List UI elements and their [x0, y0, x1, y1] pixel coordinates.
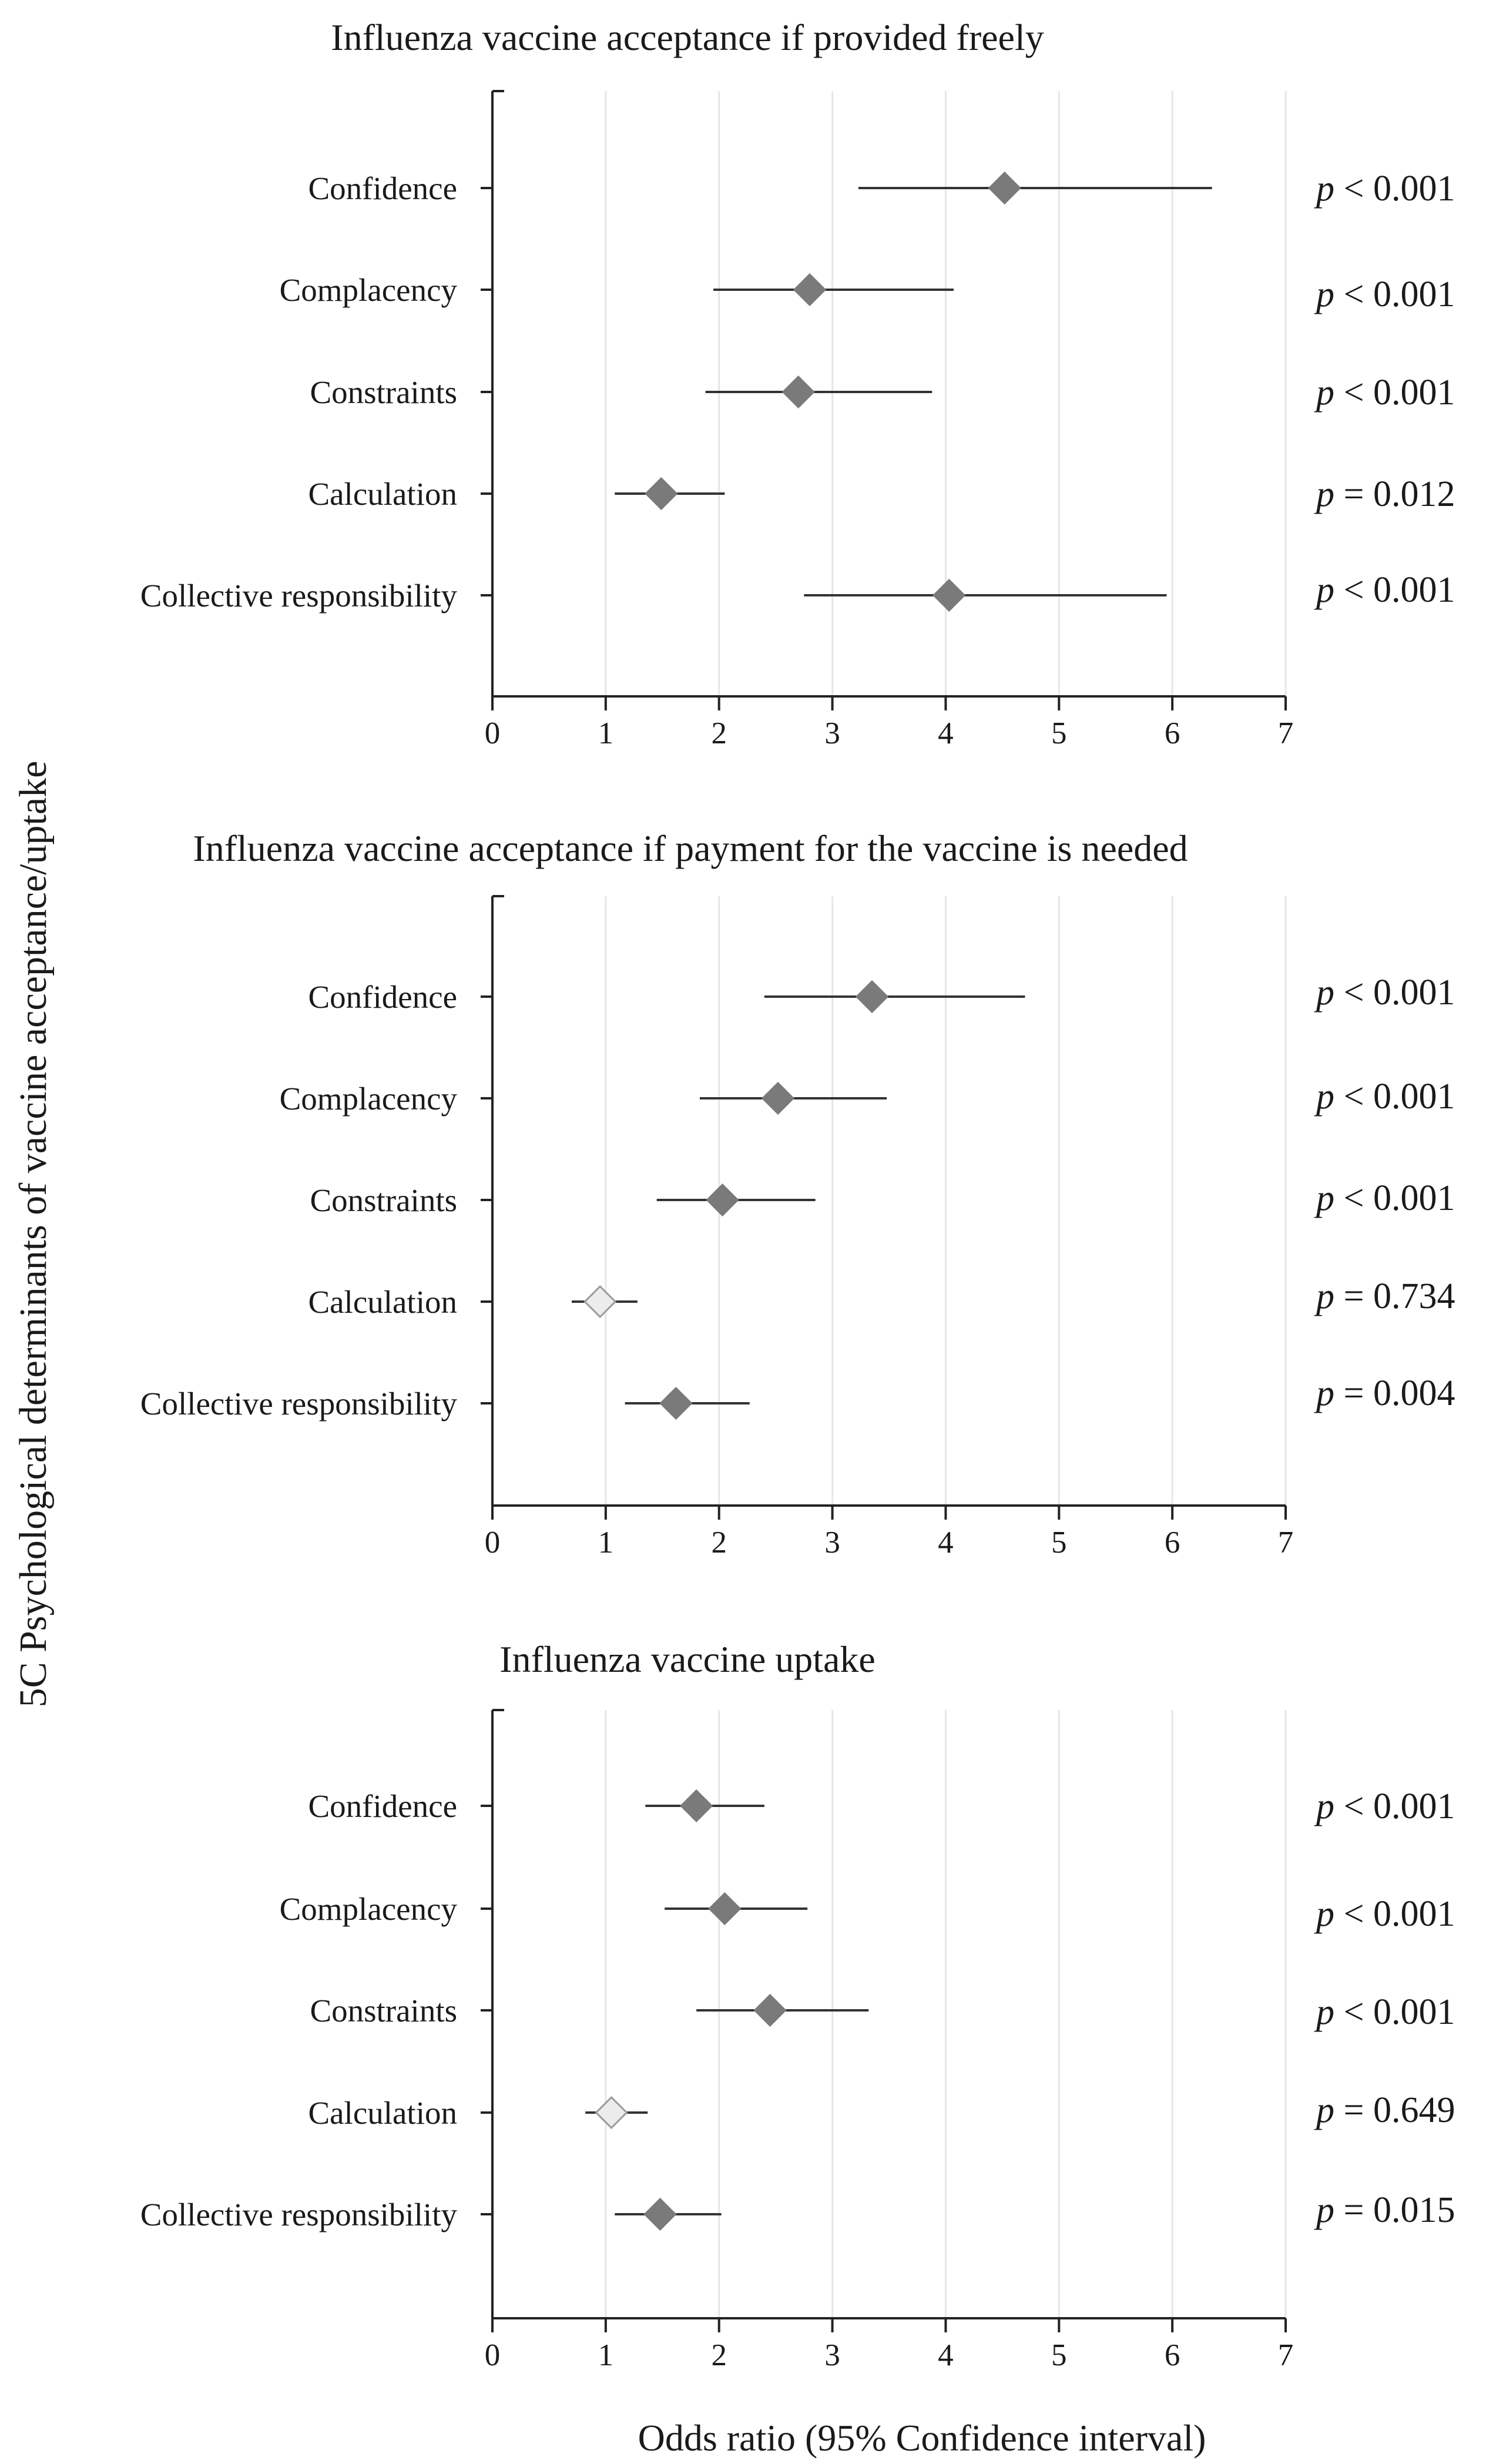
forest-row: Complacency p < 0.001	[280, 1891, 1455, 1934]
x-tick-label: 0	[485, 716, 501, 750]
forest-row: Confidence p < 0.001	[308, 169, 1455, 209]
x-tick-label: 7	[1278, 716, 1294, 750]
odds-ratio-marker	[793, 273, 827, 307]
forest-row: Collective responsibility p = 0.015	[140, 2190, 1455, 2232]
odds-ratio-marker	[761, 1081, 795, 1115]
panel-title: Influenza vaccine acceptance if provided…	[331, 16, 1044, 58]
x-tick-label: 4	[938, 716, 954, 750]
forest-row: Constraints p < 0.001	[310, 1178, 1455, 1218]
category-label: Collective responsibility	[140, 2197, 458, 2232]
x-tick-label: 4	[938, 1526, 954, 1560]
y-axis-label: 5C Psychological determinants of vaccine…	[12, 761, 55, 1708]
p-value-label: p < 0.001	[1314, 1178, 1455, 1218]
category-label: Constraints	[310, 1182, 457, 1218]
x-tick-label: 5	[1051, 2338, 1067, 2372]
forest-row: Constraints p < 0.001	[310, 373, 1455, 413]
p-value-label: p < 0.001	[1314, 973, 1455, 1013]
odds-ratio-marker	[753, 1993, 787, 2027]
x-tick-label: 3	[824, 716, 840, 750]
p-value-label: p < 0.001	[1314, 274, 1455, 314]
p-value-label: p = 0.734	[1314, 1276, 1455, 1316]
forest-panel-1: Influenza vaccine acceptance if provided…	[140, 16, 1455, 750]
odds-ratio-marker	[643, 2197, 677, 2231]
category-label: Constraints	[310, 374, 457, 410]
forest-panel-2: Influenza vaccine acceptance if payment …	[140, 827, 1455, 1560]
p-value-label: p < 0.001	[1314, 570, 1455, 610]
forest-row: Calculation p = 0.734	[308, 1276, 1455, 1320]
x-tick-label: 1	[598, 1526, 614, 1560]
category-label: Calculation	[308, 1284, 457, 1320]
x-tick-label: 3	[824, 2338, 840, 2372]
forest-row: Complacency p < 0.001	[280, 1077, 1455, 1117]
x-tick-label: 7	[1278, 2338, 1294, 2372]
forest-row: Collective responsibility p < 0.001	[140, 570, 1455, 614]
x-tick-label: 6	[1165, 716, 1180, 750]
p-value-label: p < 0.001	[1314, 1894, 1455, 1934]
x-tick-label: 6	[1165, 1526, 1180, 1560]
odds-ratio-marker	[708, 1892, 742, 1926]
category-label: Collective responsibility	[140, 578, 458, 614]
x-tick-label: 0	[485, 2338, 501, 2372]
p-value-label: p = 0.004	[1314, 1373, 1455, 1413]
category-label: Calculation	[308, 476, 457, 512]
panel-title: Influenza vaccine uptake	[499, 1638, 876, 1680]
forest-row: Constraints p < 0.001	[310, 1992, 1455, 2032]
odds-ratio-marker	[595, 2096, 628, 2130]
category-label: Confidence	[308, 1788, 457, 1824]
category-label: Confidence	[308, 170, 457, 206]
odds-ratio-marker	[781, 375, 815, 409]
odds-ratio-marker	[645, 477, 678, 511]
forest-panel-3: Influenza vaccine uptake 0 1 2 3 4 5 6 7 Confiden…	[140, 1638, 1455, 2372]
odds-ratio-marker	[680, 1789, 713, 1823]
category-label: Complacency	[280, 1081, 458, 1117]
p-value-label: p < 0.001	[1314, 1077, 1455, 1117]
forest-row: Confidence p < 0.001	[308, 973, 1455, 1015]
p-value-label: p < 0.001	[1314, 169, 1455, 209]
category-label: Confidence	[308, 979, 457, 1015]
odds-ratio-marker	[706, 1183, 739, 1217]
p-value-label: p < 0.001	[1314, 1786, 1455, 1826]
p-value-label: p = 0.649	[1314, 2090, 1455, 2130]
x-tick-label: 1	[598, 2338, 614, 2372]
x-tick-label: 2	[711, 716, 727, 750]
category-label: Complacency	[280, 272, 458, 308]
x-tick-label: 5	[1051, 1526, 1067, 1560]
odds-ratio-marker	[659, 1386, 693, 1420]
x-axis-label: Odds ratio (95% Confidence interval)	[638, 2417, 1206, 2459]
odds-ratio-marker	[855, 980, 889, 1014]
forest-row: Complacency p < 0.001	[280, 272, 1455, 314]
forest-row: Collective responsibility p = 0.004	[140, 1373, 1455, 1422]
x-tick-label: 4	[938, 2338, 954, 2372]
odds-ratio-marker	[988, 171, 1021, 205]
category-label: Constraints	[310, 1993, 457, 2029]
x-tick-label: 5	[1051, 716, 1067, 750]
x-tick-label: 6	[1165, 2338, 1180, 2372]
forest-row: Calculation p = 0.649	[308, 2090, 1455, 2131]
odds-ratio-marker	[583, 1285, 617, 1319]
p-value-label: p < 0.001	[1314, 1992, 1455, 2032]
p-value-label: p = 0.015	[1314, 2190, 1455, 2230]
x-tick-label: 0	[485, 1526, 501, 1560]
category-label: Collective responsibility	[140, 1386, 458, 1422]
x-tick-label: 2	[711, 2338, 727, 2372]
p-value-label: p = 0.012	[1314, 474, 1455, 514]
odds-ratio-marker	[933, 578, 966, 612]
category-label: Calculation	[308, 2095, 457, 2131]
forest-row: Confidence p < 0.001	[308, 1786, 1455, 1826]
forest-row: Calculation p = 0.012	[308, 474, 1455, 514]
p-value-label: p < 0.001	[1314, 373, 1455, 413]
x-tick-label: 7	[1278, 1526, 1294, 1560]
x-tick-label: 1	[598, 716, 614, 750]
panel-title: Influenza vaccine acceptance if payment …	[193, 827, 1188, 869]
x-tick-label: 2	[711, 1526, 727, 1560]
category-label: Complacency	[280, 1891, 458, 1927]
x-tick-label: 3	[824, 1526, 840, 1560]
